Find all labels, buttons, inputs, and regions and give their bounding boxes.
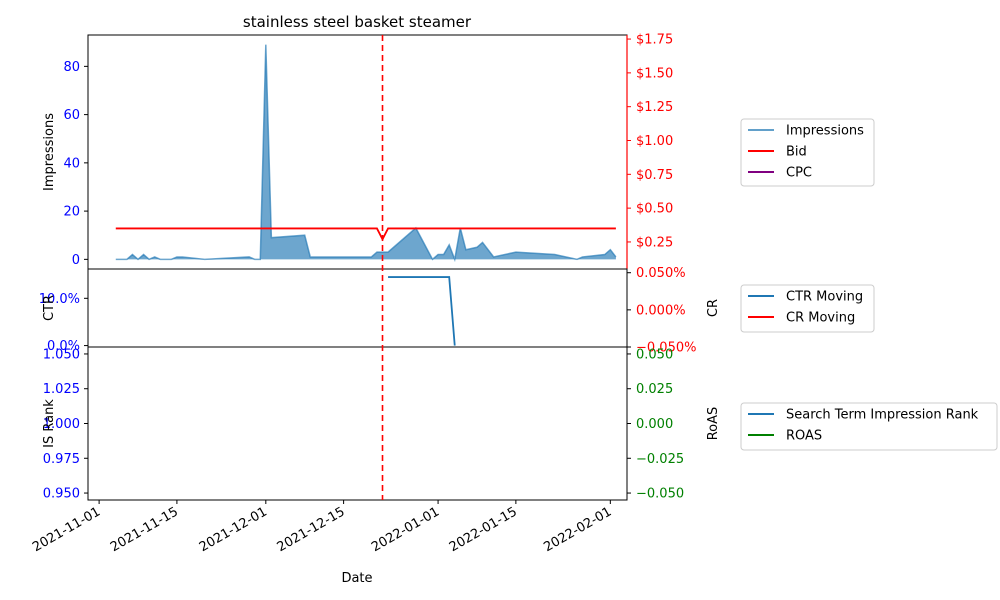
legend-label-bid: Bid	[786, 145, 807, 160]
right-tick-label-top: $1.50	[636, 66, 673, 81]
legend-label-roas: ROAS	[786, 429, 822, 444]
legend-box-middle	[740, 284, 875, 333]
series-line-impressions	[115, 44, 617, 263]
series-line-ctr-moving	[388, 276, 456, 346]
left-tick-label-middle: 0.0%	[47, 339, 80, 354]
right-tick-label-top: $1.25	[636, 100, 673, 115]
right-tick-label-bottom: −0.050	[636, 487, 684, 502]
right-tick-label-bottom: −0.025	[636, 452, 684, 467]
left-tick-label-bottom: 1.025	[43, 382, 80, 397]
left-tick-label-middle: 10.0%	[39, 292, 80, 307]
left-tick-label-bottom: 0.950	[43, 487, 80, 502]
right-axis-label-middle: CR	[706, 299, 721, 317]
left-tick-label-bottom: 1.050	[43, 347, 80, 362]
left-axis-label-middle: CTR	[42, 295, 57, 321]
left-tick-label-top: 0	[72, 253, 80, 268]
left-tick-label-top: 20	[63, 205, 80, 220]
right-tick-label-middle: 0.050%	[636, 266, 686, 281]
right-tick-label-top: $1.00	[636, 134, 673, 149]
left-axis-label-bottom: IS Rank	[42, 399, 57, 448]
left-tick-label-top: 40	[63, 156, 80, 171]
right-tick-label-middle: 0.000%	[636, 303, 686, 318]
x-axis-label: Date	[341, 571, 372, 586]
right-tick-label-top: $0.50	[636, 202, 673, 217]
legend-box-top	[740, 118, 875, 187]
right-tick-label-middle: −0.050%	[636, 341, 696, 356]
right-tick-label-bottom: 0.050	[636, 347, 673, 362]
chart-title: stainless steel basket steamer	[243, 13, 472, 31]
ctr-cr-panel: 0.0% 10.0% −0.050% 0.000% 0.050% CTR CR	[39, 266, 721, 355]
rank-roas-panel: 0.950 0.975 1.000 1.025 1.050 −0.050 −0.025 0.0…	[42, 346, 721, 502]
legend-box-bottom	[740, 402, 998, 451]
legend-label-cr-moving: CR Moving	[786, 311, 855, 326]
left-tick-label-top: 60	[63, 108, 80, 123]
legend-label-search-term-impression-rank: Search Term Impression Rank	[786, 408, 979, 423]
right-tick-label-top: $0.75	[636, 168, 673, 183]
right-tick-label-bottom: 0.025	[636, 382, 673, 397]
left-tick-label-top: 80	[63, 60, 80, 75]
right-tick-label-top: $0.25	[636, 235, 673, 250]
left-tick-label-bottom: 1.000	[43, 417, 80, 432]
left-axis-label-top: Impressions	[42, 113, 57, 191]
right-axis-label-bottom: RoAS	[706, 407, 721, 441]
right-tick-label-bottom: 0.000	[636, 417, 673, 432]
legend-label-cpc: CPC	[786, 166, 812, 181]
legends: Impressions Bid CPC CTR Moving CR Moving Sear…	[740, 118, 998, 451]
right-tick-label-top: $1.75	[636, 33, 673, 48]
legend-label-impressions: Impressions	[786, 124, 864, 139]
left-tick-label-bottom: 0.975	[43, 452, 80, 467]
legend-label-ctr-moving: CTR Moving	[786, 290, 863, 305]
